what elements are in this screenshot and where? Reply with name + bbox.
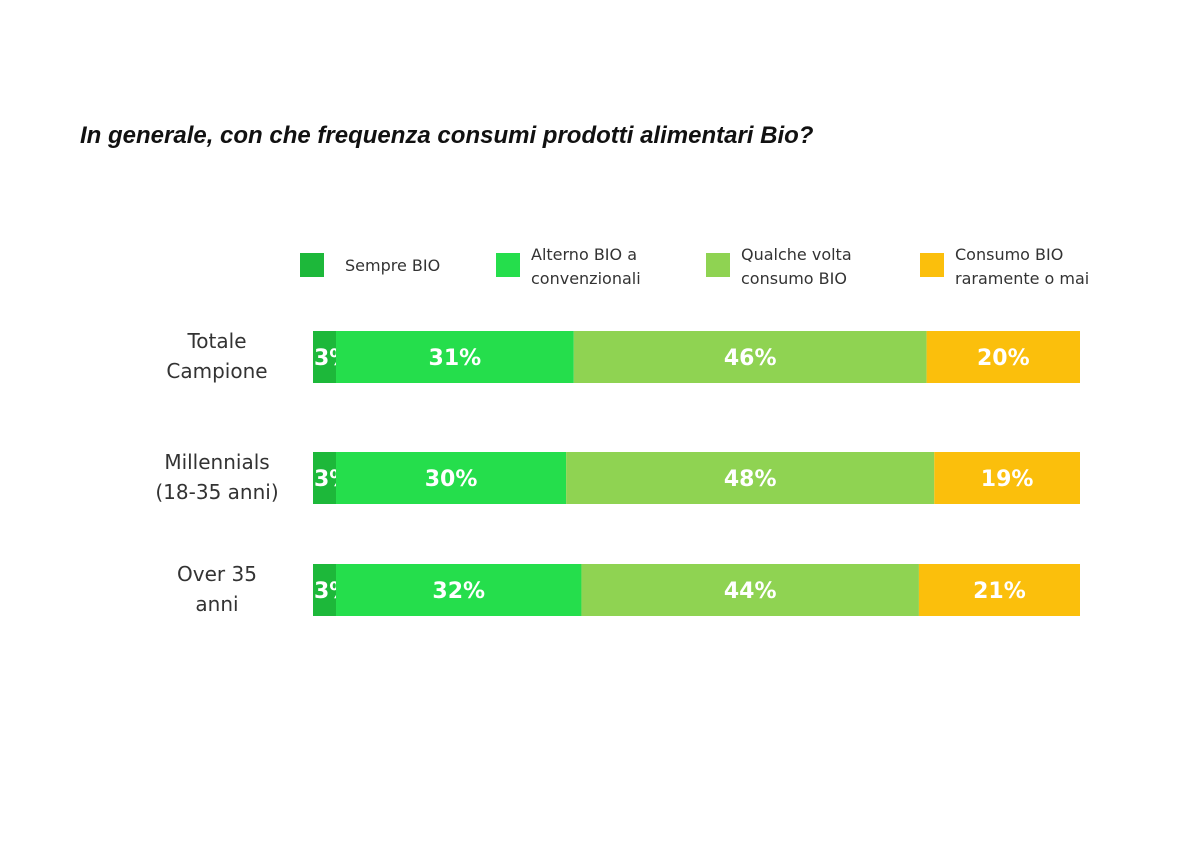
row-label-3-line-1: Over 35 bbox=[177, 562, 257, 586]
legend-label-2-line-1: Alterno BIO a bbox=[531, 245, 637, 264]
legend-swatch-3 bbox=[706, 253, 730, 277]
data-label-r3-s3: 44% bbox=[724, 579, 777, 604]
legend-label-3-line-1: Qualche volta bbox=[741, 245, 852, 264]
data-label-r1-s2: 31% bbox=[429, 346, 482, 371]
bar-segment-r3-s1 bbox=[313, 564, 337, 616]
row-label-2-line-1: Millennials bbox=[164, 450, 269, 474]
bar-segment-r2-s2 bbox=[336, 452, 567, 504]
data-label-r3-s4: 21% bbox=[973, 579, 1026, 604]
bar-segment-r3-s3 bbox=[581, 564, 919, 616]
legend: Sempre BIO Alterno BIO a convenzionali Qual… bbox=[300, 245, 1089, 288]
legend-label-3-line-2: consumo BIO bbox=[741, 269, 847, 288]
bar-segment-r3-s4 bbox=[918, 564, 1080, 616]
data-label-r2-s2: 30% bbox=[425, 467, 478, 492]
bar-segment-r2-s1 bbox=[313, 452, 337, 504]
row-label-1-line-2: Campione bbox=[166, 359, 267, 383]
row-label-2-line-2: (18-35 anni) bbox=[155, 480, 278, 504]
legend-swatch-1 bbox=[300, 253, 324, 277]
bar-segment-r1-s1 bbox=[313, 331, 337, 383]
bar-segment-r3-s2 bbox=[336, 564, 582, 616]
data-label-r3-s2: 32% bbox=[432, 579, 485, 604]
bar-segment-r2-s3 bbox=[566, 452, 935, 504]
legend-label-4-line-2: raramente o mai bbox=[955, 269, 1089, 288]
data-label-r1-s4: 20% bbox=[977, 346, 1030, 371]
chart-title: In generale, con che frequenza consumi p… bbox=[80, 122, 814, 149]
legend-label-4-line-1: Consumo BIO bbox=[955, 245, 1063, 264]
bar-segment-r2-s4 bbox=[934, 452, 1080, 504]
legend-label-2-line-2: convenzionali bbox=[531, 269, 641, 288]
legend-swatch-2 bbox=[496, 253, 520, 277]
data-label-r2-s3: 48% bbox=[724, 467, 777, 492]
bar-segment-r1-s2 bbox=[336, 331, 574, 383]
bar-segment-r1-s4 bbox=[926, 331, 1080, 383]
legend-swatch-4 bbox=[920, 253, 944, 277]
bar-segment-r1-s3 bbox=[573, 331, 927, 383]
row-label-3-line-2: anni bbox=[195, 592, 238, 616]
legend-label-1-line-1: Sempre BIO bbox=[345, 256, 440, 275]
row-label-1-line-1: Totale bbox=[186, 329, 246, 353]
data-label-r2-s4: 19% bbox=[981, 467, 1034, 492]
data-label-r1-s3: 46% bbox=[724, 346, 777, 371]
